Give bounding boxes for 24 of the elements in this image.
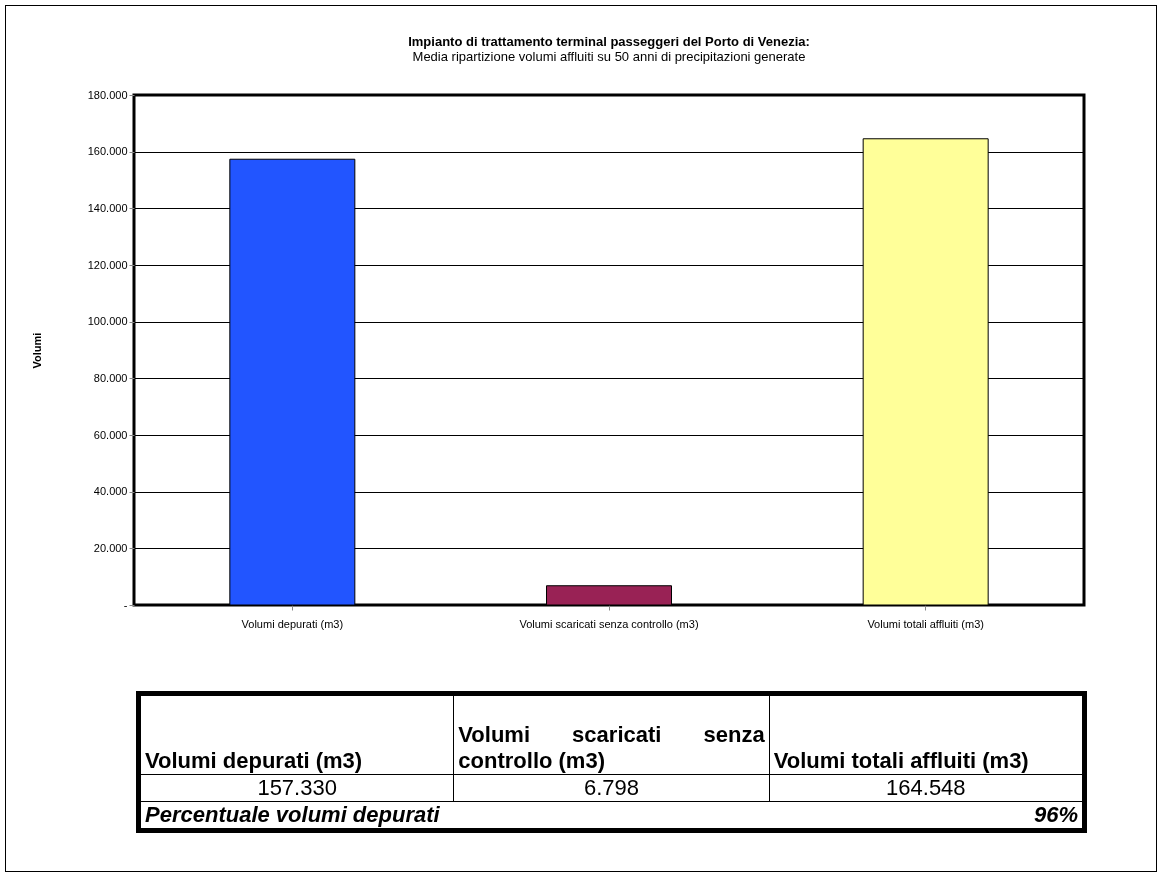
chart-title: Impianto di trattamento terminal passeggeri del Porto di Venezia: [408, 34, 810, 49]
y-tick-label: 60.000 [93, 428, 128, 441]
y-tick-label: 160.000 [87, 145, 128, 158]
text: Percentuale volumi depurati [138, 801, 770, 831]
y-tick-label: 120.000 [87, 258, 128, 271]
y-tick-label: 20.000 [93, 541, 128, 554]
data-label: 157.330 [138, 774, 454, 802]
text: 96% [769, 801, 1085, 831]
category-label: Volumi depurati (m3) [145, 748, 363, 773]
data-label: 6.798 [453, 774, 770, 802]
chart-subtitle: Media ripartizione volumi affluiti su 50 anni di precipitazioni generate [412, 49, 806, 64]
y-tick-label: - [123, 598, 128, 611]
category-label: Volumi scaricati senza controllo (m3) [458, 722, 765, 773]
y-axis-title: Volumi [30, 332, 43, 369]
x-tick-label: Volumi scaricati senza controllo (m3) [519, 617, 699, 630]
x-tick-label: Volumi depurati (m3) [241, 617, 344, 630]
y-tick-label: 100.000 [87, 315, 128, 328]
y-tick-label: 180.000 [87, 88, 128, 101]
y-tick-label: 80.000 [93, 371, 128, 384]
x-tick-label: Volumi totali affluiti (m3) [867, 617, 984, 630]
y-tick-label: 40.000 [93, 485, 128, 498]
y-tick-label: 140.000 [87, 201, 128, 214]
data-label: 164.548 [769, 774, 1085, 802]
category-label: Volumi totali affluiti (m3) [773, 748, 1029, 773]
